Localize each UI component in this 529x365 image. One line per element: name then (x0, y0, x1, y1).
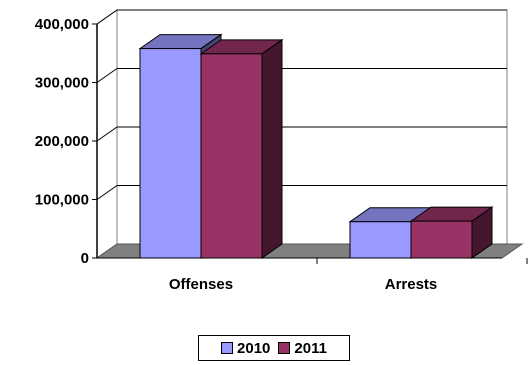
bar-side (261, 38, 283, 259)
bar-front (139, 48, 202, 259)
legend-item-2010: 2010 (221, 340, 270, 357)
legend: 2010 2011 (198, 335, 350, 361)
bar-offenses-2011 (199, 38, 284, 259)
y-tick-label: 400,000 (35, 16, 89, 33)
legend-swatch-2011 (278, 342, 291, 354)
category-label-offenses: Offenses (169, 276, 233, 293)
gridline-side (96, 9, 118, 25)
bar-front (200, 53, 263, 259)
bar-front (349, 221, 412, 259)
category-labels: Offenses Arrests (169, 276, 437, 293)
y-tick-label: 300,000 (35, 75, 89, 92)
y-tick-label: 0 (81, 250, 89, 267)
y-tick-labels: 0 100,000 200,000 300,000 400,000 (35, 16, 89, 267)
y-tick-label: 200,000 (35, 133, 89, 150)
legend-swatch-2010 (221, 342, 234, 354)
category-label-arrests: Arrests (385, 276, 438, 293)
gridline-side (96, 185, 118, 200)
bar-front (410, 220, 473, 259)
bars (138, 33, 494, 259)
y-tick-label: 100,000 (35, 192, 89, 209)
legend-label-2010: 2010 (237, 339, 271, 357)
gridline-side (96, 126, 118, 142)
bar-arrests-2011 (409, 206, 494, 259)
legend-item-2011: 2011 (278, 340, 327, 357)
legend-label-2011: 2011 (294, 339, 327, 357)
gridline-side (96, 68, 118, 83)
